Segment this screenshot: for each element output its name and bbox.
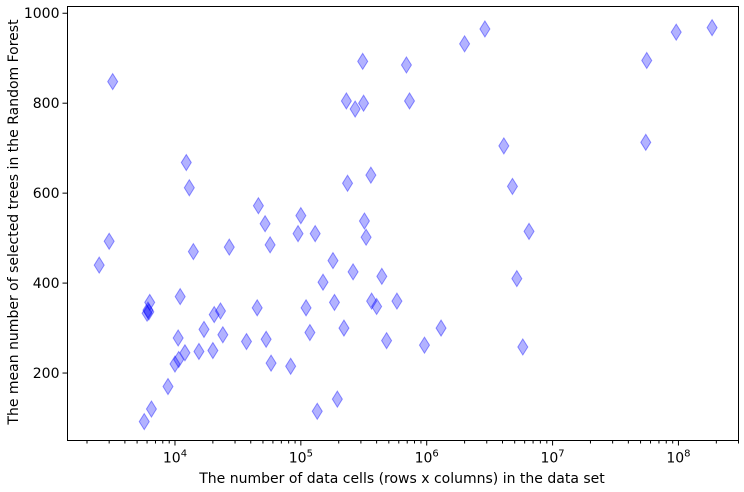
data-point	[207, 341, 219, 360]
data-point	[240, 332, 253, 351]
data-point	[311, 402, 323, 421]
data-point	[400, 56, 413, 74]
x-tick-label: 107	[540, 449, 564, 467]
data-point	[174, 287, 186, 306]
data-point	[366, 292, 378, 311]
y-axis-ticks: 200 400 600 800 1000	[24, 6, 68, 382]
data-point	[358, 212, 371, 230]
data-point	[264, 235, 276, 254]
data-point	[260, 330, 272, 349]
data-point	[403, 92, 416, 110]
data-point	[141, 304, 153, 323]
y-tick-label: 200	[33, 366, 60, 382]
data-point	[180, 153, 192, 172]
data-point	[142, 301, 154, 320]
data-point	[309, 224, 321, 243]
data-point	[285, 357, 297, 376]
data-point	[338, 319, 350, 338]
data-point	[349, 100, 361, 118]
data-point	[179, 343, 191, 362]
data-point	[340, 92, 352, 110]
data-point	[459, 34, 471, 53]
data-point	[300, 298, 312, 317]
data-point	[187, 242, 199, 261]
data-point	[706, 18, 718, 37]
y-tick-label: 800	[33, 96, 60, 112]
data-point	[295, 206, 307, 225]
y-tick-label: 1000	[24, 6, 60, 22]
data-point	[331, 390, 343, 409]
data-point	[143, 302, 155, 321]
data-point	[380, 331, 393, 350]
data-point	[193, 342, 205, 361]
data-point	[162, 377, 174, 396]
data-point	[641, 51, 653, 70]
data-point	[144, 293, 156, 312]
data-points	[93, 18, 718, 431]
data-point	[523, 222, 535, 241]
y-axis-title: The mean number of selected trees in the…	[6, 19, 22, 426]
data-point	[292, 224, 304, 243]
data-point	[93, 256, 105, 275]
data-point	[107, 72, 119, 91]
data-point	[511, 269, 523, 288]
data-point	[360, 228, 372, 247]
data-point	[357, 52, 369, 71]
data-point	[506, 177, 519, 196]
data-point	[498, 136, 510, 155]
data-point	[198, 320, 210, 339]
data-point	[172, 329, 184, 347]
data-point	[214, 302, 227, 320]
data-point	[327, 251, 339, 270]
x-axis-title: The number of data cells (rows x columns…	[198, 471, 605, 487]
data-point	[259, 214, 271, 233]
data-point	[208, 305, 220, 324]
plot-frame	[67, 6, 739, 441]
data-point	[169, 355, 181, 373]
data-point	[317, 273, 329, 292]
y-tick-label: 400	[33, 276, 60, 292]
data-point	[183, 178, 195, 197]
data-point	[670, 23, 682, 42]
data-point	[304, 323, 316, 342]
data-point	[265, 354, 277, 373]
data-point	[357, 94, 370, 113]
data-point	[517, 338, 529, 356]
data-point	[347, 262, 359, 281]
data-point	[418, 336, 431, 355]
y-tick-label: 600	[33, 186, 60, 202]
data-point	[173, 350, 185, 369]
x-tick-label: 105	[289, 449, 313, 467]
x-tick-label: 108	[666, 449, 690, 467]
data-point	[252, 196, 264, 215]
data-point	[371, 297, 383, 316]
data-point	[217, 325, 229, 344]
data-point	[640, 133, 652, 152]
data-point	[376, 267, 388, 286]
x-tick-label: 104	[163, 449, 187, 467]
data-point	[138, 412, 150, 431]
data-point	[479, 20, 491, 38]
data-point	[391, 292, 403, 311]
data-point	[328, 293, 341, 312]
data-point	[251, 298, 263, 317]
data-point	[435, 319, 447, 338]
data-point	[365, 166, 377, 185]
x-tick-label: 106	[415, 449, 439, 467]
data-point	[145, 400, 158, 418]
data-point	[341, 174, 354, 193]
data-point	[223, 238, 235, 257]
data-point	[103, 232, 115, 251]
x-axis-ticks: 104 105 106 107 108	[86, 440, 739, 467]
